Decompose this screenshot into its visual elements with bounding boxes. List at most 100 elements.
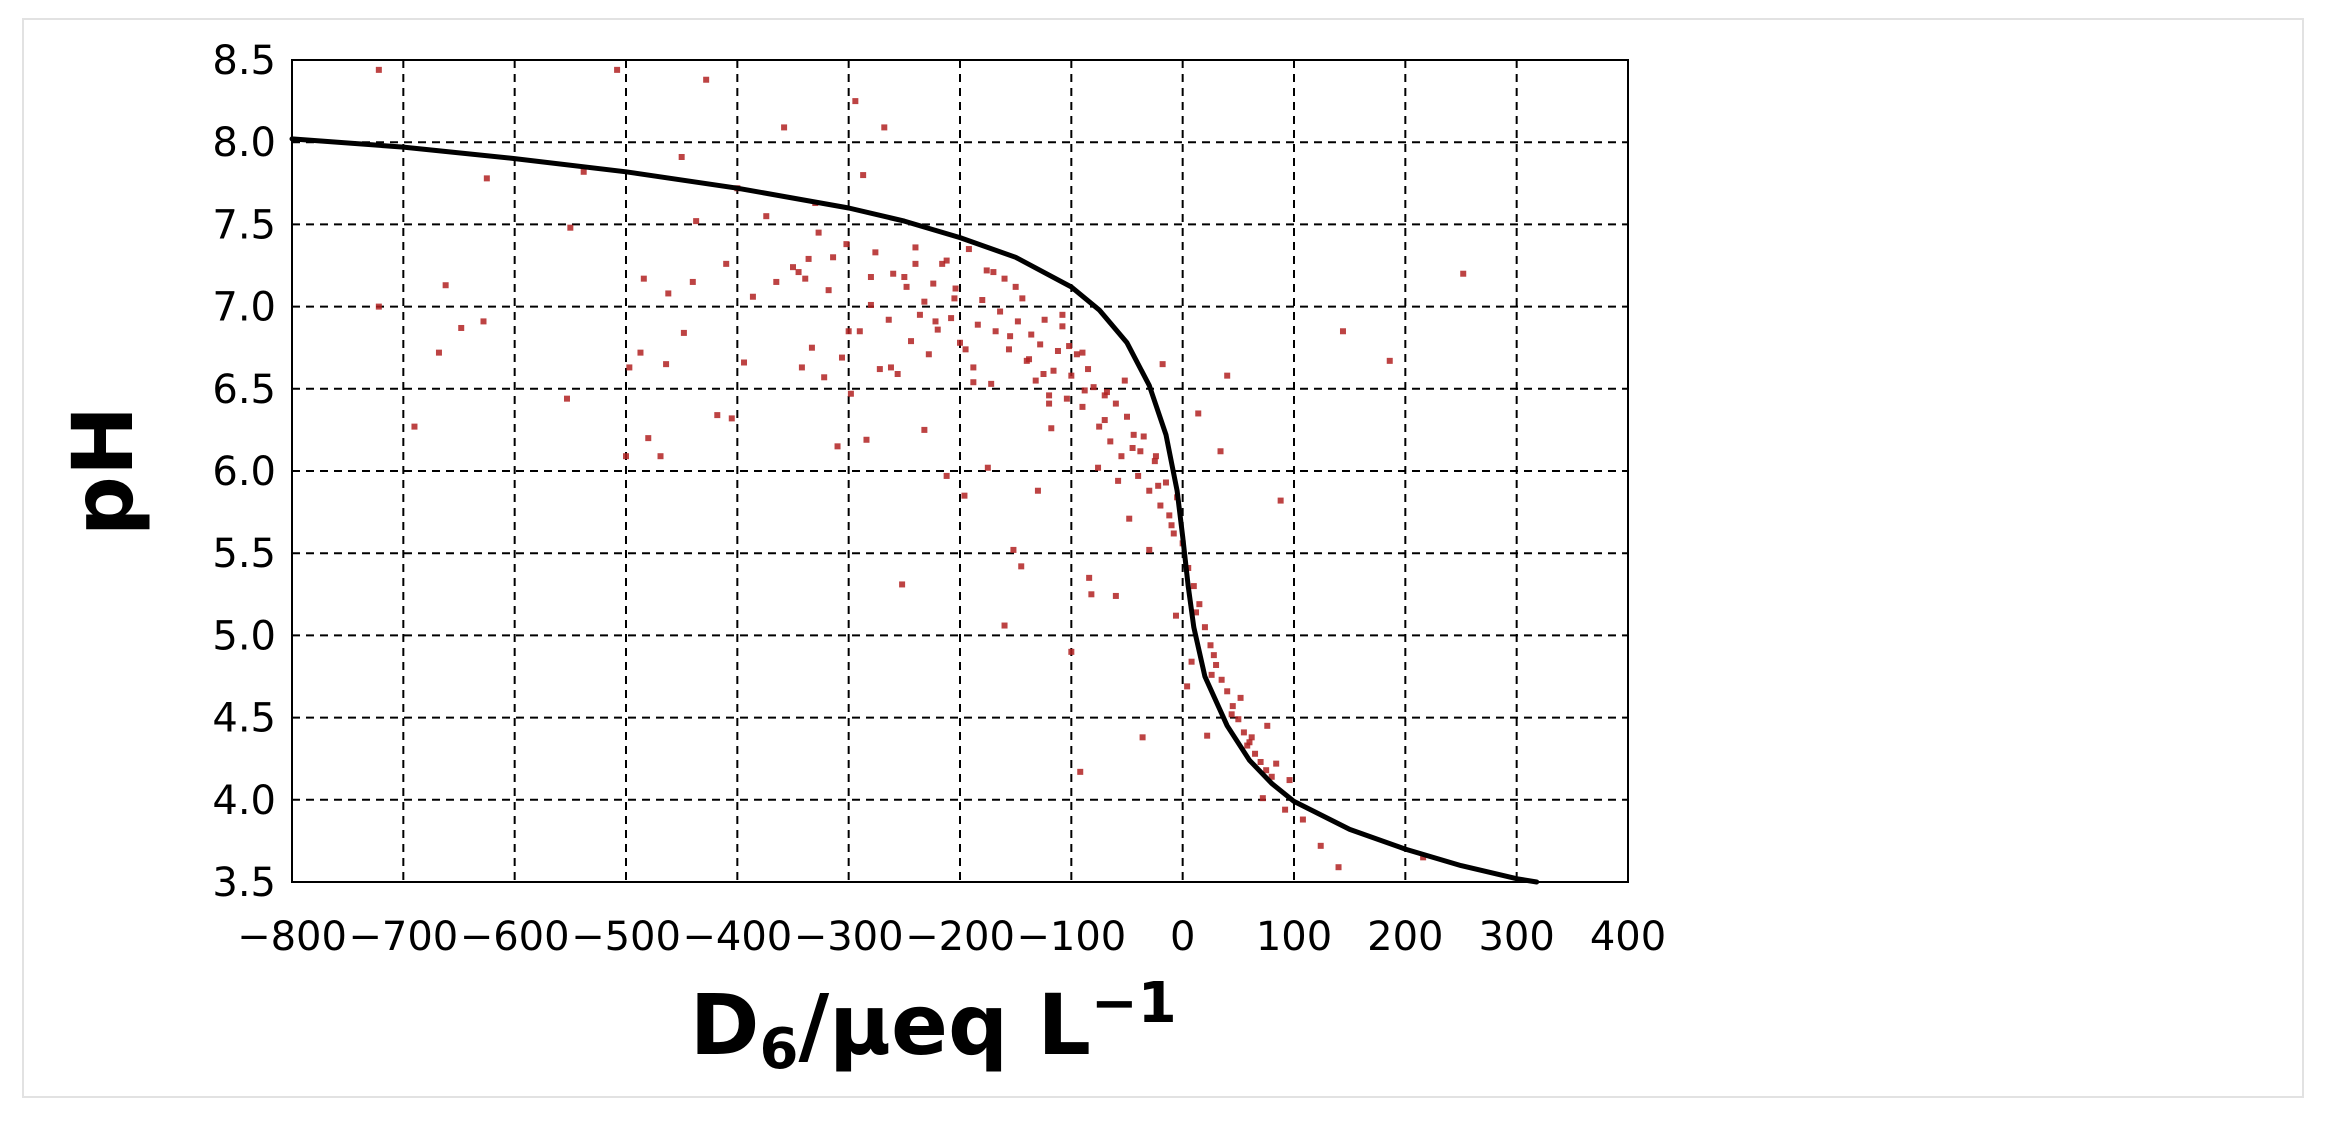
scatter-point	[916, 311, 923, 318]
scatter-point	[773, 278, 780, 285]
scatter-point	[1085, 366, 1092, 373]
scatter-point	[665, 290, 672, 297]
scatter-point	[623, 453, 629, 460]
scatter-point	[965, 246, 972, 253]
y-tick-label: 3.5	[212, 860, 276, 906]
scatter-point	[948, 315, 955, 322]
x-axis-title-unit: /μeq L	[799, 976, 1091, 1074]
scatter-point	[1166, 512, 1173, 519]
scatter-point	[1130, 431, 1137, 438]
scatter-point	[680, 329, 687, 336]
scatter-point	[805, 255, 812, 262]
scatter-point	[375, 66, 382, 73]
x-tick-label: 300	[1478, 914, 1554, 960]
scatter-point	[1032, 377, 1039, 384]
scatter-point	[1335, 864, 1342, 871]
scatter-point	[1081, 387, 1088, 394]
scatter-point	[1063, 395, 1070, 402]
scatter-point	[1090, 384, 1097, 391]
scatter-point	[867, 301, 874, 308]
scatter-point	[934, 326, 941, 333]
scatter-point	[885, 316, 892, 323]
scatter-point	[930, 280, 937, 287]
scatter-point	[663, 361, 670, 368]
scatter-point	[1079, 403, 1086, 410]
scatter-point	[626, 364, 633, 371]
scatter-point	[1159, 361, 1166, 368]
scatter-point	[970, 364, 977, 371]
scatter-point	[1088, 591, 1095, 598]
scatter-point	[640, 275, 647, 282]
scatter-point	[1273, 760, 1280, 767]
scatter-point	[983, 267, 990, 274]
scatter-point	[1299, 816, 1306, 823]
scatter-point	[1213, 661, 1220, 668]
scatter-point	[887, 364, 894, 371]
scatter-point	[957, 339, 963, 346]
scatter-point	[1146, 487, 1153, 494]
scatter-point	[375, 303, 382, 310]
scatter-point	[1204, 732, 1211, 739]
scatter-point	[645, 435, 652, 442]
scatter-point	[1210, 652, 1217, 659]
scatter-point	[921, 426, 928, 433]
y-tick-label: 5.5	[212, 531, 276, 577]
x-tick-label: −200	[905, 914, 1015, 960]
scatter-point	[1050, 367, 1057, 374]
scatter-point	[1420, 854, 1427, 861]
scatter-point	[843, 241, 850, 248]
scatter-point	[1201, 624, 1208, 631]
scatter-point	[988, 380, 995, 387]
scatter-point	[1264, 722, 1271, 729]
scatter-point	[863, 436, 870, 443]
scatter-point	[1170, 530, 1177, 537]
scatter-point	[1054, 347, 1061, 354]
scatter-point	[1073, 351, 1080, 358]
scatter-point	[1140, 433, 1147, 440]
scatter-point	[970, 379, 977, 386]
scatter-point	[1208, 671, 1215, 678]
scatter-point	[1118, 453, 1125, 460]
scatter-point	[1157, 502, 1164, 509]
x-axis-title: D6/μeq L−1	[690, 971, 1177, 1082]
scatter-point	[1162, 479, 1169, 486]
scatter-point	[939, 260, 946, 267]
scatter-point	[1135, 472, 1142, 479]
scatter-point	[821, 374, 828, 381]
scatter-point	[1184, 683, 1191, 690]
scatter-point	[943, 472, 950, 479]
scatter-point	[798, 364, 805, 371]
scatter-point	[952, 285, 959, 292]
scatter-point	[1068, 372, 1075, 379]
scatter-point	[480, 318, 487, 325]
scatter-point	[1101, 392, 1108, 399]
scatter-point	[749, 293, 756, 300]
scatter-point	[1195, 410, 1202, 417]
scatter-point	[825, 287, 832, 294]
scatter-point	[1107, 438, 1114, 445]
scatter-point	[1240, 729, 1247, 736]
scatter-point	[1115, 477, 1122, 484]
scatter-point	[1010, 546, 1017, 553]
fit-curve-line	[289, 136, 1540, 885]
x-tick-label: −600	[460, 914, 570, 960]
scatter-point	[795, 269, 802, 276]
scatter-point	[1101, 417, 1108, 424]
scatter-point	[1248, 734, 1255, 741]
scatter-point	[1224, 688, 1231, 695]
scatter-point	[1126, 515, 1133, 522]
scatter-point	[563, 395, 570, 402]
scatter-point	[1026, 356, 1033, 363]
scatter-point	[637, 349, 644, 356]
x-tick-labels: −800 −700 −600 −500 −400 −300 −200 −100 0 100 200 3…	[237, 914, 1666, 960]
scatter-point	[894, 371, 901, 378]
scatter-point	[1252, 750, 1259, 757]
scatter-point	[1151, 458, 1158, 465]
scatter-point	[1066, 343, 1073, 350]
scatter-point	[1246, 739, 1253, 746]
scatter-point	[1268, 773, 1275, 780]
scatter-point	[1121, 377, 1128, 384]
scatter-point	[411, 423, 418, 430]
scatter-point	[678, 153, 685, 160]
scatter-point	[1007, 333, 1014, 340]
